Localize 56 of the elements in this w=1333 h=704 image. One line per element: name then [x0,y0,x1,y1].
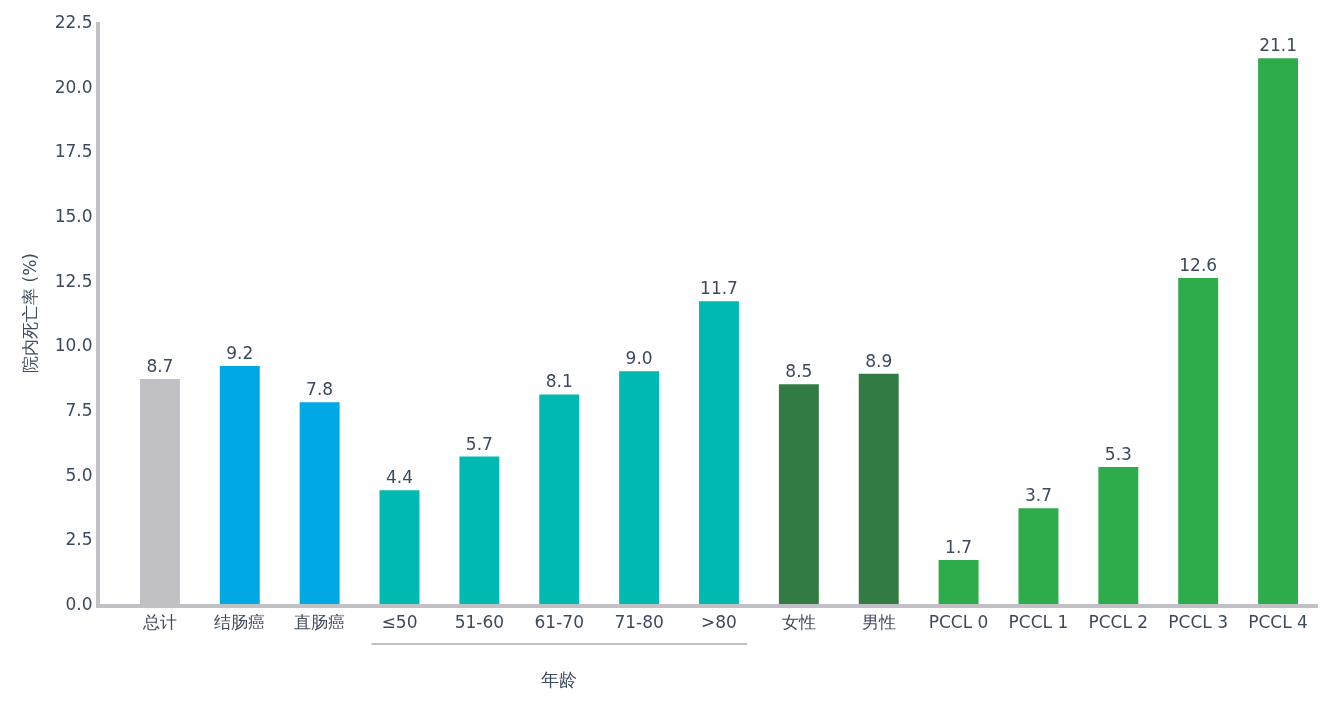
data-label: 5.3 [1104,443,1132,464]
data-label: 9.0 [625,348,653,369]
y-tick-label: 12.5 [54,270,93,291]
data-label: 12.6 [1179,255,1218,276]
bar [699,301,739,604]
y-tick-label: 10.0 [54,335,93,356]
x-tick-label: 直肠癌 [294,612,346,633]
bar [1098,466,1139,604]
data-label: 8.7 [146,355,174,376]
data-label: 9.2 [226,343,254,364]
y-tick-label: 7.5 [65,399,93,420]
x-tick-label: 71-80 [614,612,664,633]
x-tick-label: >80 [701,612,737,633]
y-tick-label: 2.5 [65,529,93,550]
data-label: 21.1 [1259,35,1297,56]
x-tick-label: 总计 [141,612,177,633]
bar [1018,508,1059,604]
y-tick-label: 17.5 [54,141,93,162]
x-tick-label: 51-60 [454,612,505,633]
y-axis-title: 院内死亡率 (%) [19,253,40,373]
x-tick-label: 结肠癌 [214,612,266,633]
x-tick-label: PCCL 0 [928,612,989,633]
data-label: 8.1 [545,371,573,392]
bar [459,456,500,604]
bar [219,366,260,604]
data-label: 1.7 [945,537,973,558]
x-tick-label: 61-70 [534,612,584,633]
x-tick-label: ≤50 [381,612,418,633]
bar [1178,278,1219,604]
x-tick-label: PCCL 3 [1168,612,1229,633]
y-tick-label: 20.0 [54,76,93,97]
x-tick-label: PCCL 1 [1008,612,1069,633]
bar [1258,58,1299,604]
data-label: 11.7 [700,278,738,299]
bar [778,384,819,604]
data-label: 4.4 [385,467,414,488]
x-tick-label: PCCL 4 [1248,612,1308,633]
data-label: 7.8 [306,379,334,400]
bar [539,394,580,604]
data-label: 8.5 [785,361,813,382]
text: 年龄 [541,669,577,690]
bar [379,490,420,604]
y-tick-label: 5.0 [65,464,93,485]
bar [938,560,979,604]
x-tick-label: 女性 [781,612,816,633]
bar [858,373,899,604]
data-label: 5.7 [465,433,493,454]
bar [619,371,660,604]
x-tick-label: PCCL 2 [1088,612,1149,633]
data-label: 3.7 [1024,485,1052,506]
y-tick-label: 15.0 [54,205,93,226]
bar [299,402,340,604]
x-tick-label: 男性 [861,612,896,633]
data-label: 8.9 [865,350,893,371]
y-tick-label: 22.5 [54,11,93,32]
y-tick-label: 0.0 [65,593,93,614]
